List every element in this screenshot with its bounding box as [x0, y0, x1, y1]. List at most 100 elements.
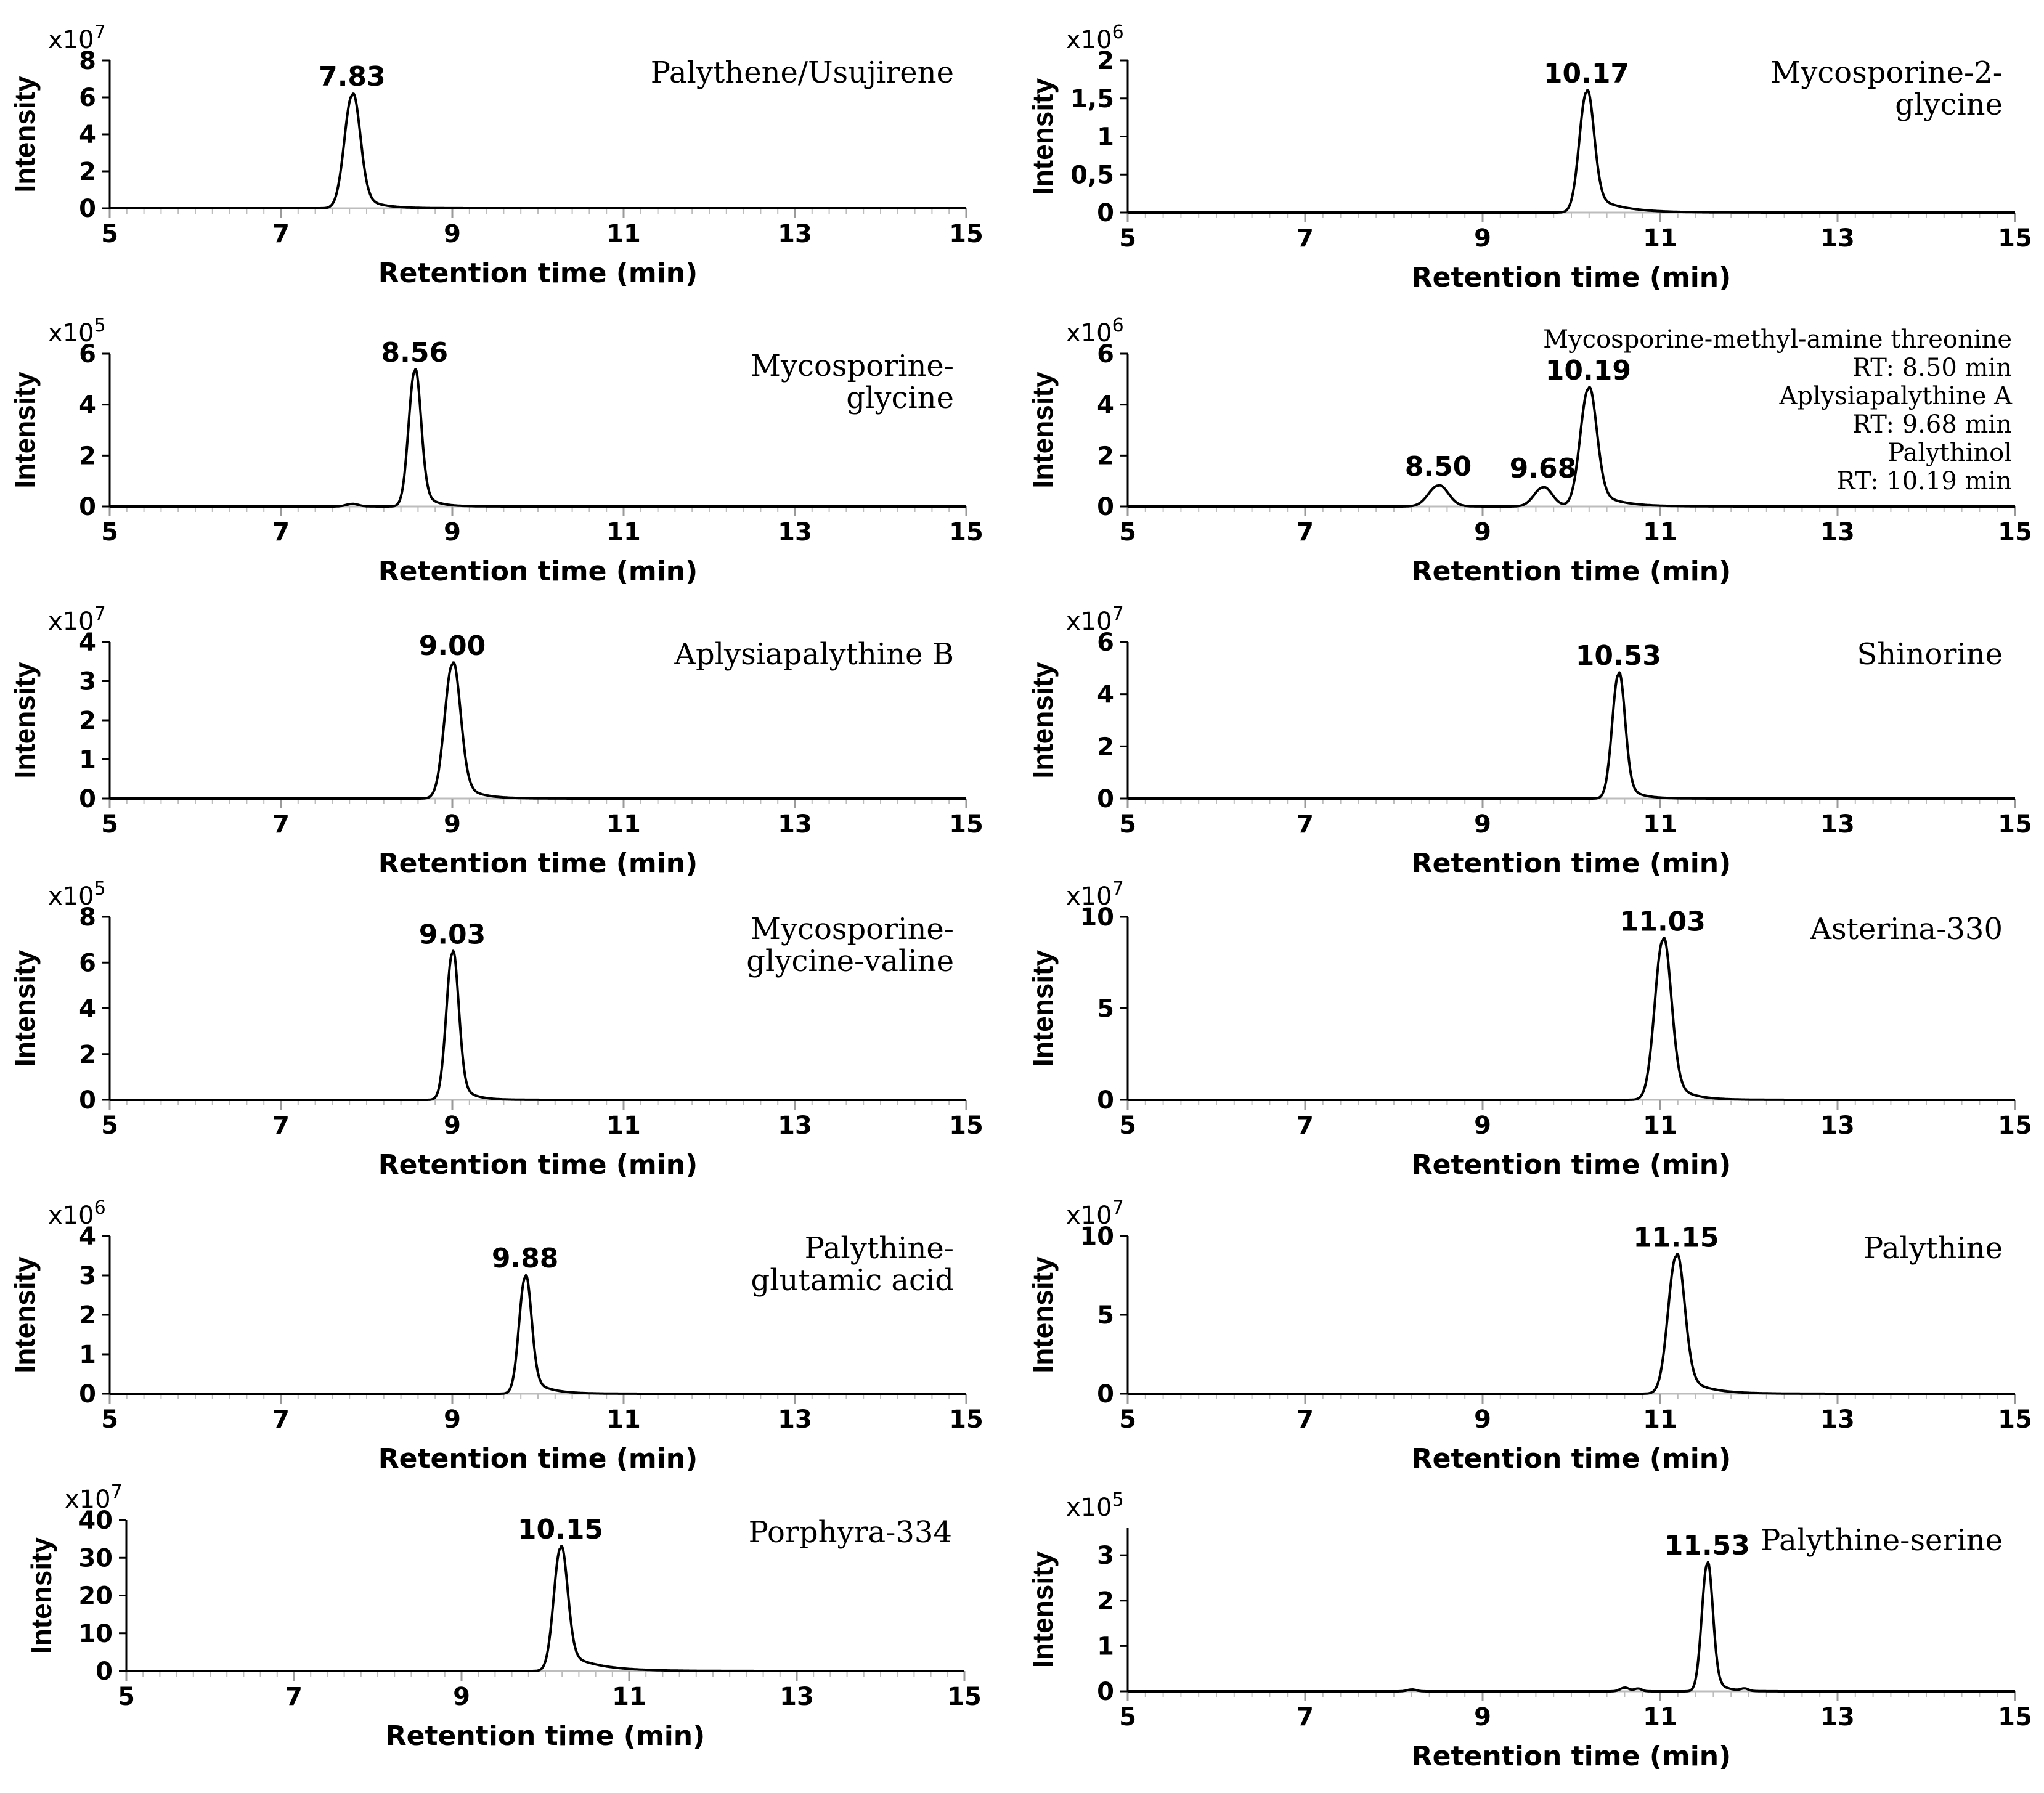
x-tick-label: 11 [1643, 810, 1677, 839]
x-tick-label: 7 [1297, 1405, 1314, 1434]
y-tick-label: 4 [1097, 681, 1114, 709]
peak-label: 10.15 [518, 1514, 603, 1545]
x-tick-label: 11 [1643, 1112, 1677, 1140]
y-tick-label: 10 [78, 1620, 113, 1648]
x-axis-label: Retention time (min) [1412, 556, 1732, 587]
x-tick-label: 13 [1820, 518, 1855, 547]
y-tick-label: 0 [1097, 199, 1114, 227]
x-tick-label: 15 [1998, 1703, 2032, 1731]
chromatogram-trace [126, 1545, 965, 1672]
y-multiplier: x107 [1066, 878, 1124, 911]
x-tick-label: 13 [778, 1112, 812, 1140]
y-tick-label: 10 [1080, 1222, 1114, 1251]
y-tick-label: 4 [79, 1222, 96, 1251]
compound-annotation: RT: 10.19 min [1836, 467, 2012, 495]
y-tick-label: 5 [1097, 995, 1114, 1023]
x-tick-label: 7 [1297, 1703, 1314, 1731]
x-tick-label: 5 [101, 518, 118, 547]
y-axis-label: Intensity [1027, 950, 1059, 1067]
y-tick-label: 4 [79, 628, 96, 657]
x-tick-label: 13 [778, 220, 812, 248]
x-tick-label: 5 [101, 810, 118, 839]
chromatogram-trace [109, 1274, 967, 1395]
x-tick-label: 5 [101, 1405, 118, 1434]
x-tick-label: 11 [606, 220, 641, 248]
y-tick-label: 2 [1097, 1587, 1114, 1616]
y-tick-label: 2 [79, 1041, 96, 1069]
peak-label: 9.68 [1510, 453, 1577, 484]
y-multiplier: x107 [48, 603, 106, 636]
x-tick-label: 15 [1998, 518, 2032, 547]
x-tick-label: 15 [949, 810, 983, 839]
compound-name: Mycosporine- [751, 349, 954, 383]
x-tick-label: 11 [606, 518, 641, 547]
compound-name: Palythine- [805, 1231, 954, 1266]
x-tick-label: 9 [444, 518, 461, 547]
x-tick-label: 7 [1297, 1112, 1314, 1140]
y-tick-label: 6 [79, 84, 96, 112]
x-tick-label: 15 [947, 1683, 982, 1711]
compound-name: Palythene/Usujirene [651, 55, 954, 90]
y-tick-label: 3 [79, 1262, 96, 1290]
x-tick-label: 11 [1643, 518, 1677, 547]
x-tick-label: 15 [1998, 224, 2032, 253]
x-tick-label: 15 [949, 518, 983, 547]
compound-name: Palythine [1863, 1231, 2003, 1266]
y-tick-label: 40 [78, 1506, 113, 1535]
x-tick-label: 5 [1119, 1112, 1136, 1140]
y-tick-label: 2 [79, 442, 96, 470]
chromatogram-trace [1127, 386, 2016, 508]
y-multiplier: x107 [65, 1481, 123, 1514]
y-tick-label: 1 [1097, 123, 1114, 152]
x-tick-label: 11 [1643, 224, 1677, 253]
y-tick-label: 0 [1097, 785, 1114, 813]
x-axis-label: Retention time (min) [1412, 1443, 1732, 1474]
x-tick-label: 9 [444, 220, 461, 248]
y-axis-label: Intensity [9, 1256, 41, 1373]
x-tick-label: 11 [606, 810, 641, 839]
x-tick-label: 15 [1998, 810, 2032, 839]
x-tick-label: 7 [272, 810, 290, 839]
x-tick-label: 9 [444, 810, 461, 839]
x-tick-label: 7 [272, 1112, 290, 1140]
y-axis-label: Intensity [1027, 78, 1059, 195]
x-axis-label: Retention time (min) [386, 1720, 706, 1752]
y-axis-label: Intensity [9, 950, 41, 1067]
compound-annotation: Aplysiapalythine A [1778, 382, 2013, 410]
y-tick-label: 6 [79, 949, 96, 977]
x-axis-label: Retention time (min) [1412, 262, 1732, 293]
chromatogram-trace [1127, 671, 2016, 800]
x-tick-label: 9 [1474, 224, 1491, 253]
y-tick-label: 4 [79, 391, 96, 420]
y-tick-label: 1 [79, 1341, 96, 1369]
compound-name: glycine [846, 381, 954, 415]
x-tick-label: 15 [1998, 1405, 2032, 1434]
x-tick-label: 11 [606, 1405, 641, 1434]
x-tick-label: 5 [101, 1112, 118, 1140]
y-multiplier: x106 [1066, 315, 1124, 348]
y-axis-label: Intensity [1027, 1256, 1059, 1373]
x-tick-label: 11 [1643, 1703, 1677, 1731]
x-axis-label: Retention time (min) [378, 258, 698, 289]
peak-label: 11.53 [1664, 1530, 1750, 1561]
compound-annotation: RT: 8.50 min [1852, 354, 2012, 382]
y-tick-label: 5 [1097, 1301, 1114, 1330]
compound-name: Aplysiapalythine B [674, 637, 954, 672]
x-tick-label: 13 [1820, 1703, 1855, 1731]
y-tick-label: 3 [1097, 1542, 1114, 1570]
y-axis-label: Intensity [1027, 372, 1059, 489]
peak-label: 7.83 [319, 61, 386, 92]
compound-name: glycine [1895, 87, 2003, 122]
y-axis-label: Intensity [9, 372, 41, 489]
chromatogram-trace [1127, 89, 2016, 214]
x-axis-label: Retention time (min) [378, 1149, 698, 1181]
y-tick-label: 6 [1097, 340, 1114, 368]
y-multiplier: x106 [48, 1197, 106, 1230]
x-tick-label: 7 [1297, 224, 1314, 253]
y-tick-label: 4 [79, 121, 96, 149]
x-tick-label: 7 [272, 1405, 290, 1434]
